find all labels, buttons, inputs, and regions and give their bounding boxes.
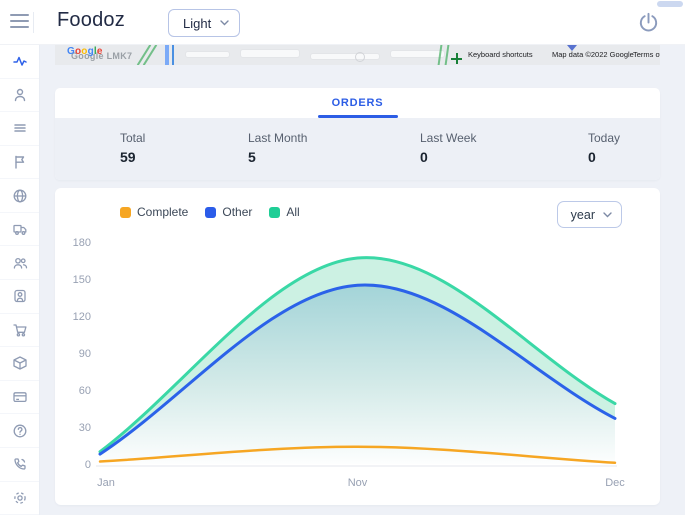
orders-card: ORDERS Total 59 Last Month 5 Last Week 0… xyxy=(55,88,660,180)
sidebar-item-cart[interactable] xyxy=(0,314,39,348)
sidebar-item-phone[interactable] xyxy=(0,448,39,482)
tab-orders[interactable]: ORDERS xyxy=(331,97,384,109)
x-tick-label: Jan xyxy=(97,477,115,489)
chevron-down-icon xyxy=(603,211,612,217)
chart-legend: Complete Other All xyxy=(120,205,300,219)
orders-chart-card: 180 150 120 90 60 30 0 Jan Nov Dec Complete Other… xyxy=(55,188,660,505)
y-tick-label: 30 xyxy=(79,422,91,434)
legend-swatch-all xyxy=(269,206,281,218)
sidebar-item-users[interactable] xyxy=(0,246,39,281)
tab-orders-underline xyxy=(317,115,398,118)
theme-dropdown[interactable]: Light xyxy=(168,9,241,37)
y-tick-label: 90 xyxy=(79,348,91,360)
y-tick-label: 150 xyxy=(73,274,91,286)
user-badge-icon xyxy=(13,290,26,303)
map-marker-icon xyxy=(567,45,577,51)
credit-card-icon xyxy=(12,392,27,403)
legend-label: All xyxy=(286,205,300,219)
y-tick-label: 0 xyxy=(85,459,91,471)
sidebar-item-flag[interactable] xyxy=(0,146,39,180)
line-all xyxy=(98,256,617,454)
stat-value: 0 xyxy=(588,149,596,165)
map-roundabout xyxy=(355,52,365,62)
phone-call-icon xyxy=(13,458,26,470)
chart-area-fills xyxy=(100,257,615,464)
tab-bar: ORDERS xyxy=(55,88,660,118)
chart-axis: 180 150 120 90 60 30 0 Jan Nov Dec xyxy=(73,237,626,489)
gear-icon xyxy=(13,492,26,504)
stat-label: Total xyxy=(120,131,146,145)
line-complete xyxy=(98,445,617,465)
sidebar-item-activity[interactable] xyxy=(0,45,39,79)
scrollbar-fragment xyxy=(657,1,683,7)
hamburger-menu-icon[interactable] xyxy=(10,14,29,30)
line-other xyxy=(98,283,617,456)
legend-item-other[interactable]: Other xyxy=(205,205,252,219)
stat-last-week: Last Week 0 xyxy=(420,131,588,180)
stat-value: 5 xyxy=(248,149,256,165)
y-tick-label: 120 xyxy=(73,311,91,323)
sidebar-item-globe[interactable] xyxy=(0,179,39,213)
google-logo: Google xyxy=(67,46,103,57)
sidebar-item-package[interactable] xyxy=(0,347,39,381)
stat-label: Last Week xyxy=(420,131,477,145)
legend-item-all[interactable]: All xyxy=(269,205,300,219)
package-icon xyxy=(12,356,27,371)
y-tick-label: 180 xyxy=(73,237,91,249)
app-title: Foodoz xyxy=(57,9,125,31)
list-icon xyxy=(13,124,26,133)
x-tick-label: Dec xyxy=(605,477,625,489)
activity-icon xyxy=(12,57,27,67)
map-terms-link[interactable]: Terms of Use xyxy=(633,50,660,59)
period-dropdown-value: year xyxy=(570,207,595,222)
legend-label: Complete xyxy=(137,205,189,219)
cart-icon xyxy=(12,324,27,337)
map-crosshair-icon xyxy=(451,53,462,64)
chevron-down-icon xyxy=(220,20,229,26)
users-icon xyxy=(13,257,27,269)
map-keyboard-shortcuts-link[interactable]: Keyboard shortcuts xyxy=(468,50,533,59)
x-tick-label: Nov xyxy=(348,477,368,489)
sidebar-item-help[interactable] xyxy=(0,414,39,448)
sidebar-item-list[interactable] xyxy=(0,112,39,146)
map-strip[interactable]: Google LMK7 Google Keyboard shortcuts Ma… xyxy=(55,45,660,65)
theme-dropdown-value: Light xyxy=(183,15,212,31)
stat-today: Today 0 xyxy=(588,131,660,180)
sidebar-item-credit-card[interactable] xyxy=(0,381,39,415)
sidebar-item-user[interactable] xyxy=(0,79,39,113)
y-tick-label: 60 xyxy=(79,385,91,397)
period-dropdown[interactable]: year xyxy=(556,201,622,228)
orders-stats-row: Total 59 Last Month 5 Last Week 0 Today … xyxy=(55,118,660,180)
stat-value: 0 xyxy=(420,149,428,165)
stat-label: Today xyxy=(588,131,621,145)
legend-label: Other xyxy=(222,205,253,219)
area-other xyxy=(100,284,615,464)
stat-total: Total 59 xyxy=(120,131,248,180)
stat-last-month: Last Month 5 xyxy=(248,131,420,180)
truck-icon xyxy=(12,225,26,236)
legend-swatch-complete xyxy=(120,206,131,218)
flag-icon xyxy=(14,155,24,169)
legend-item-complete[interactable]: Complete xyxy=(120,205,188,219)
user-icon xyxy=(14,88,25,102)
stat-value: 59 xyxy=(120,149,136,165)
app-header: Foodoz Light xyxy=(0,0,685,45)
globe-icon xyxy=(13,189,26,203)
orders-area-chart: 180 150 120 90 60 30 0 Jan Nov Dec xyxy=(73,237,626,489)
help-circle-icon xyxy=(13,424,26,438)
power-icon[interactable] xyxy=(637,11,660,34)
legend-swatch-other xyxy=(205,206,217,218)
sidebar-nav xyxy=(0,45,40,515)
header-divider xyxy=(33,12,34,33)
stat-label: Last Month xyxy=(248,131,308,145)
sidebar-item-user-badge[interactable] xyxy=(0,280,39,314)
sidebar-item-settings[interactable] xyxy=(0,482,39,515)
map-attribution: Map data ©2022 Google xyxy=(552,50,634,59)
sidebar-item-truck[interactable] xyxy=(0,213,39,247)
chart-series-lines xyxy=(98,256,617,465)
map-watermark: Google LMK7 xyxy=(71,51,133,61)
